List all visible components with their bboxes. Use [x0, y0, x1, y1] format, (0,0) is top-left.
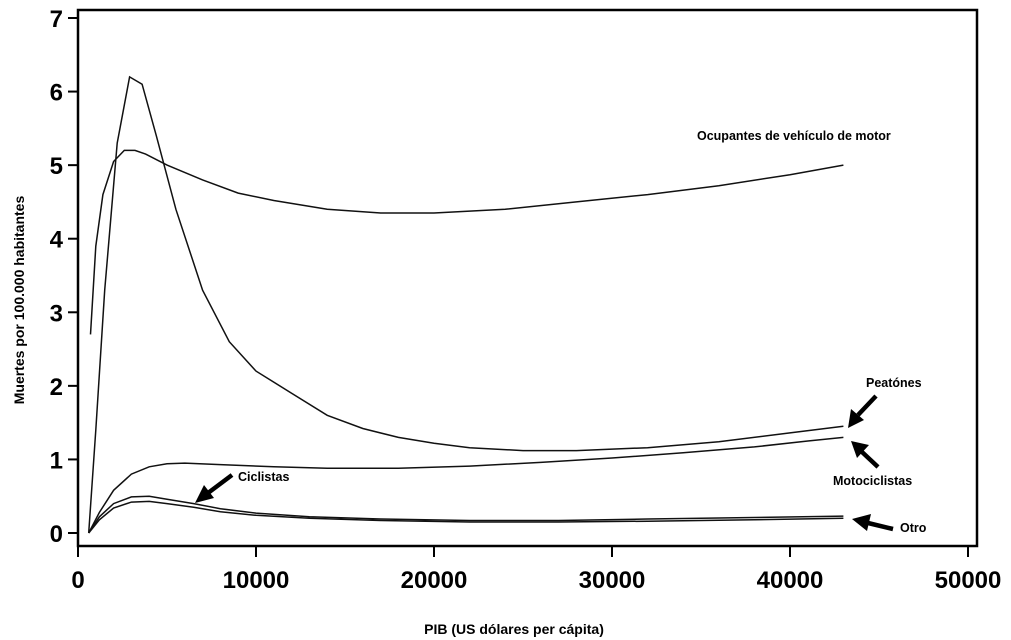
- series-group: [87, 75, 844, 534]
- annotation-peatones: Peatónes: [866, 376, 922, 390]
- y-tick-label: 4: [50, 227, 64, 254]
- annotation-ocupantes: Ocupantes de vehículo de motor: [697, 129, 891, 143]
- x-tick-label: 10000: [223, 567, 290, 594]
- arrow-otro: [852, 514, 894, 532]
- arrow-motociclistas: [851, 441, 880, 469]
- y-tick-label: 6: [50, 80, 63, 107]
- annotation-ciclistas: Ciclistas: [238, 470, 289, 484]
- y-tick-label: 7: [50, 6, 63, 33]
- x-tick-label: 0: [71, 567, 84, 594]
- arrow-ciclistas: [195, 473, 234, 503]
- y-tick-label: 1: [50, 447, 63, 474]
- annotation-otro: Otro: [900, 521, 927, 535]
- y-tick-label: 3: [50, 300, 63, 327]
- series-line-ocupantes: [89, 149, 844, 335]
- series-line-peatones: [87, 75, 844, 534]
- x-axis-title: PIB (US dólares per cápita): [424, 621, 604, 637]
- annotation-arrows: [195, 394, 894, 532]
- x-axis: 0 10000 20000 30000 40000 50000: [71, 546, 1001, 594]
- plot-frame: [76, 8, 979, 548]
- x-tick-label: 40000: [757, 567, 824, 594]
- x-tick-label: 30000: [579, 567, 646, 594]
- series-line-ciclistas: [88, 495, 844, 534]
- y-tick-label: 0: [50, 521, 63, 548]
- y-tick-label: 2: [50, 374, 63, 401]
- y-axis-title: Muertes por 100.000 habitantes: [11, 196, 27, 405]
- y-axis: 0 1 2 3 4 5 6 7: [50, 6, 78, 548]
- series-line-otro: [88, 500, 844, 534]
- x-tick-label: 50000: [935, 567, 1002, 594]
- x-tick-label: 20000: [401, 567, 468, 594]
- y-tick-label: 5: [50, 153, 63, 180]
- annotation-motociclistas: Motociclistas: [833, 474, 912, 488]
- series-line-motociclistas: [88, 436, 844, 534]
- arrow-peatones: [848, 394, 878, 428]
